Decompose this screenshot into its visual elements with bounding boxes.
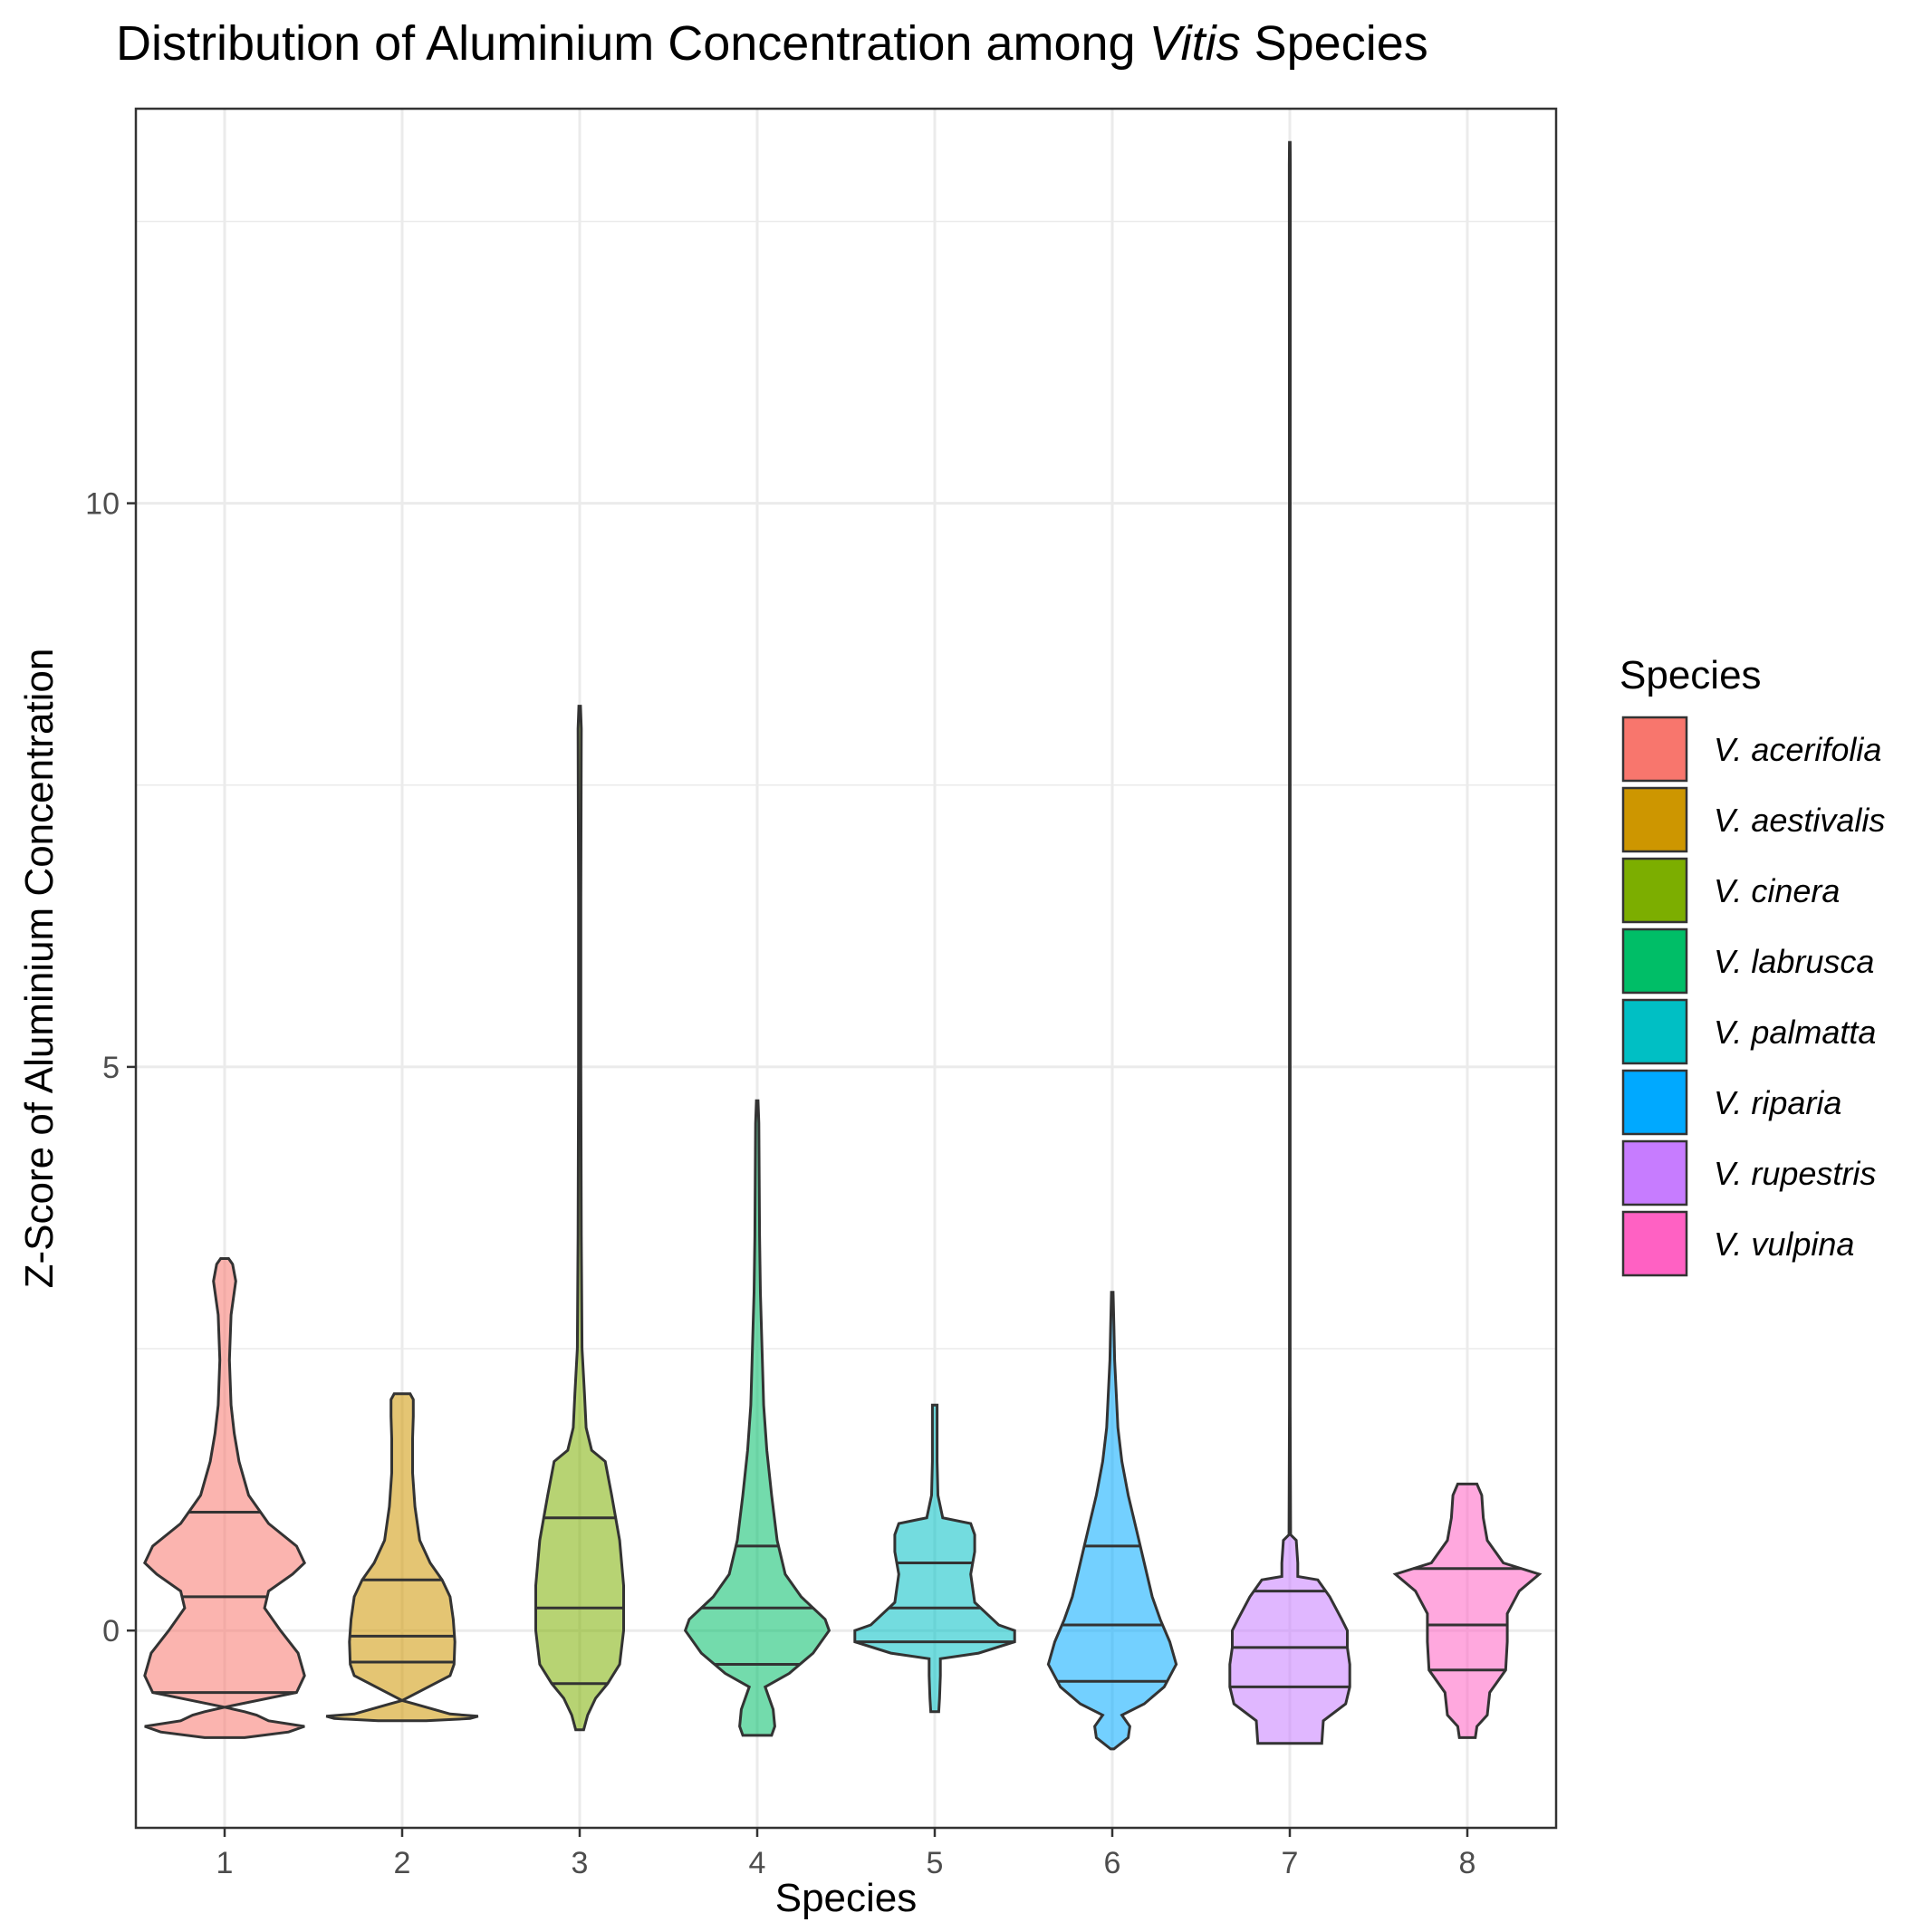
violin-body-7 [1228, 140, 1351, 1745]
x-tick-label: 5 [927, 1846, 944, 1880]
violin-3 [534, 705, 625, 1732]
violin-1 [142, 1257, 307, 1739]
legend-key-5 [1621, 998, 1688, 1065]
legend: Species V. acerifolia V. aestivalis V. cin… [1620, 653, 1885, 1277]
legend-label: V. palmatta [1714, 1014, 1876, 1051]
violin-5 [853, 1403, 1016, 1714]
legend-item: V. acerifolia [1621, 716, 1881, 783]
legend-key-2 [1621, 786, 1688, 853]
legend-label: V. riparia [1714, 1084, 1841, 1121]
legend-label: V. aestivalis [1714, 802, 1885, 839]
violin-4 [683, 1099, 831, 1737]
violin-8 [1392, 1482, 1543, 1739]
x-tick-label: 7 [1282, 1846, 1299, 1880]
grid-lines [136, 109, 1556, 1828]
legend-item: V. riparia [1621, 1069, 1841, 1136]
legend-key-4 [1621, 928, 1688, 995]
x-tick-label: 8 [1459, 1846, 1476, 1880]
x-axis-title: Species [775, 1876, 918, 1920]
legend-label: V. cinera [1714, 872, 1840, 909]
legend-item: V. rupestris [1621, 1139, 1876, 1206]
chart-title-suffix: Species [1241, 16, 1428, 71]
x-tick-label: 6 [1104, 1846, 1121, 1880]
violin-body-3 [534, 705, 625, 1732]
legend-key-3 [1621, 857, 1688, 924]
legend-item: V. palmatta [1621, 998, 1876, 1065]
legend-label: V. rupestris [1714, 1155, 1876, 1192]
x-tick-label: 4 [749, 1846, 766, 1880]
legend-title: Species [1620, 653, 1762, 697]
violin-body-4 [683, 1099, 831, 1737]
legend-item: V. aestivalis [1621, 786, 1885, 853]
violin-body-6 [1046, 1291, 1178, 1751]
axes: 0 5 10 1 2 3 4 5 6 7 8 [85, 487, 1475, 1880]
legend-key-8 [1621, 1210, 1688, 1277]
violin-layer [142, 140, 1543, 1751]
legend-item: V. vulpina [1621, 1210, 1854, 1277]
x-tick-label: 3 [572, 1846, 589, 1880]
legend-key-1 [1621, 716, 1688, 783]
violin-2 [325, 1392, 479, 1723]
legend-item: V. labrusca [1621, 928, 1874, 995]
legend-key-6 [1621, 1069, 1688, 1136]
y-tick-label: 10 [85, 487, 120, 522]
violin-body-1 [142, 1257, 307, 1739]
x-tick-label: 1 [216, 1846, 234, 1880]
legend-label: V. acerifolia [1714, 731, 1881, 768]
chart-title: Distribution of Aluminium Concentration … [116, 16, 1428, 71]
y-tick-label: 0 [102, 1614, 120, 1648]
violin-body-2 [325, 1392, 479, 1723]
legend-label: V. vulpina [1714, 1226, 1854, 1263]
chart-title-genus: Vitis [1149, 16, 1241, 71]
violin-6 [1046, 1291, 1178, 1751]
legend-item: V. cinera [1621, 857, 1840, 924]
plot-panel-border [134, 107, 1558, 1830]
legend-key-7 [1621, 1139, 1688, 1206]
x-tick-label: 2 [394, 1846, 411, 1880]
chart-title-prefix: Distribution of Aluminium Concentration … [116, 16, 1149, 71]
y-tick-label: 5 [102, 1051, 120, 1085]
violin-body-5 [853, 1403, 1016, 1714]
legend-items: V. acerifolia V. aestivalis V. cinera V. la… [1621, 716, 1885, 1277]
legend-label: V. labrusca [1714, 943, 1874, 980]
violin-body-8 [1392, 1482, 1543, 1739]
y-axis-title: Z-Score of Aluminium Concentration [17, 649, 62, 1289]
violin-7 [1228, 140, 1351, 1745]
